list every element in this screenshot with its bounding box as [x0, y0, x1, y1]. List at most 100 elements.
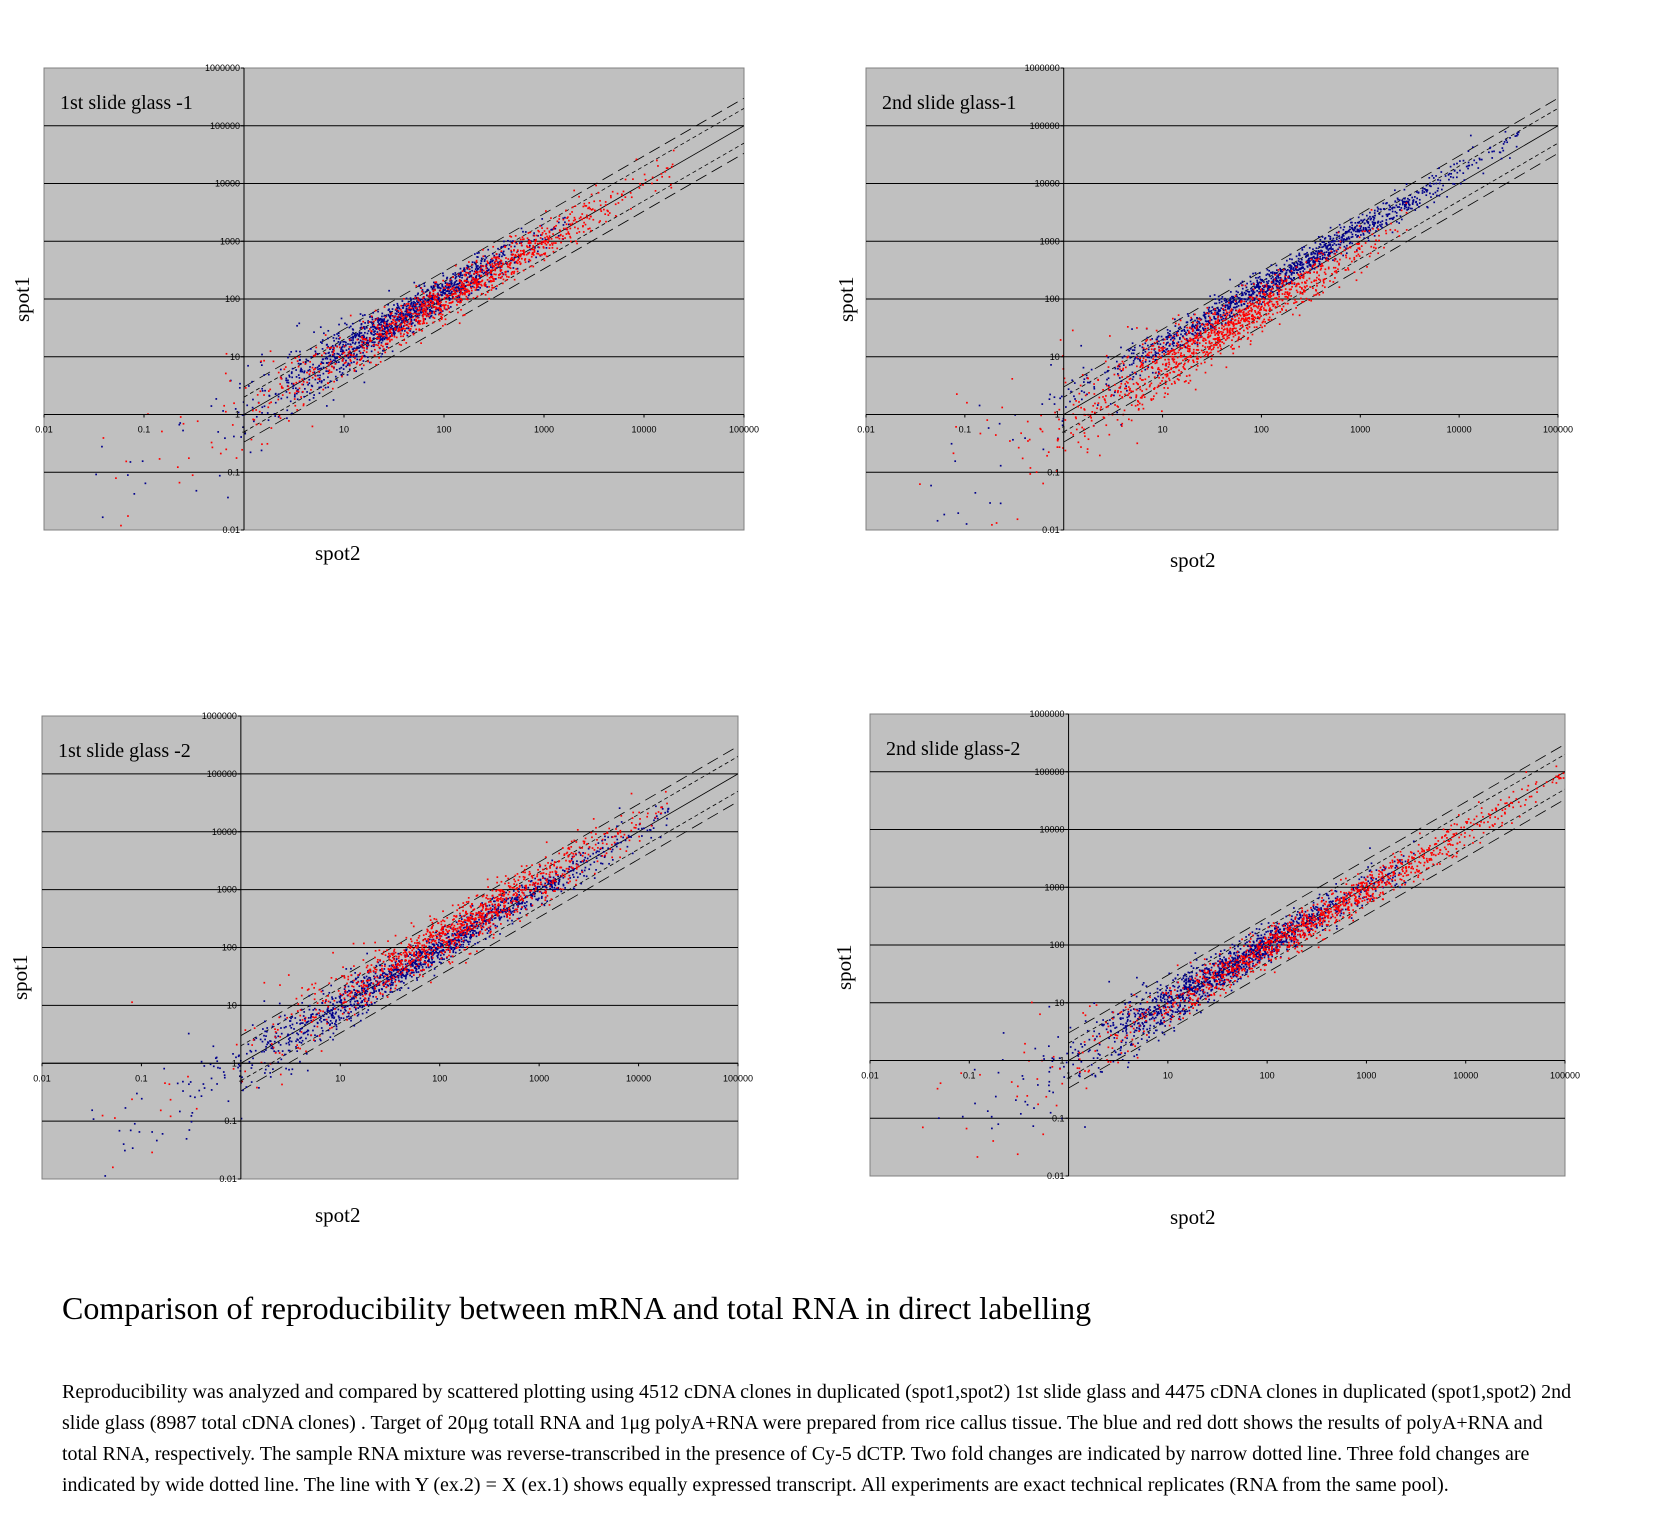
data-point-red [1177, 351, 1180, 354]
data-point-red [1224, 328, 1226, 330]
data-point-red [1284, 295, 1287, 298]
data-point-red [1267, 301, 1270, 304]
data-point-red [1400, 209, 1403, 212]
data-point-red [1264, 321, 1266, 323]
data-point-blue [327, 337, 329, 340]
data-point-red [509, 258, 512, 261]
data-point-blue [1151, 343, 1154, 345]
data-point-red [1284, 288, 1287, 290]
data-point-red [608, 212, 611, 214]
data-point-blue [372, 328, 375, 331]
data-point-red [590, 229, 592, 232]
data-point-blue [427, 303, 430, 306]
data-point-blue [445, 308, 448, 311]
data-point-red [1105, 395, 1107, 397]
data-point-blue [1276, 291, 1279, 294]
data-point-red [389, 331, 392, 333]
data-point-outlier [1080, 344, 1083, 347]
data-point-blue [394, 324, 397, 327]
data-point-blue [355, 370, 358, 373]
data-point-blue [409, 297, 412, 300]
data-point-outlier [978, 404, 981, 407]
data-point-red [426, 313, 429, 316]
data-point-blue [1272, 281, 1275, 283]
data-point-red [1163, 387, 1166, 389]
data-point-red [1288, 294, 1290, 297]
data-point-blue [1323, 241, 1325, 244]
data-point-blue [1440, 188, 1443, 191]
data-point-red [638, 187, 641, 189]
data-point-red [575, 240, 577, 243]
data-point-red [424, 303, 427, 306]
data-point-red [1249, 296, 1252, 298]
data-point-red [377, 337, 380, 340]
data-point-blue [1252, 290, 1254, 293]
data-point-red [558, 218, 561, 220]
data-point-blue [1377, 208, 1380, 210]
data-point-red [1349, 246, 1352, 249]
data-point-blue [1277, 276, 1280, 279]
data-point-blue [1404, 197, 1406, 200]
data-point-blue [342, 368, 345, 370]
data-point-blue [502, 245, 505, 248]
data-point-blue [379, 338, 382, 341]
data-point-red [549, 244, 551, 246]
data-point-red [418, 320, 421, 323]
data-point-red [469, 272, 471, 275]
data-point-red [229, 380, 231, 382]
data-point-red [1180, 352, 1182, 355]
data-point-red [1232, 335, 1235, 338]
data-point-red [449, 301, 452, 304]
data-point-red [1265, 285, 1268, 288]
data-point-red [298, 356, 300, 358]
data-point-red [1099, 408, 1102, 411]
data-point-red [574, 205, 577, 208]
data-point-red [421, 305, 424, 308]
data-point-outlier [1083, 378, 1086, 381]
data-point-red [330, 346, 333, 349]
data-point-red [525, 253, 528, 256]
data-point-red [522, 238, 525, 241]
data-point-red [1248, 305, 1251, 308]
data-point-blue [1141, 355, 1143, 357]
data-point-red [1176, 365, 1179, 368]
data-point-blue [434, 310, 437, 313]
data-point-blue [480, 260, 483, 263]
data-point-red [1124, 383, 1127, 385]
data-point-blue [552, 227, 555, 229]
data-point-blue [416, 308, 419, 311]
data-point-blue [470, 275, 472, 277]
data-point-blue [1224, 322, 1227, 325]
data-point-red [589, 215, 592, 218]
data-point-blue [378, 323, 381, 326]
data-point-red [1117, 390, 1119, 392]
data-point-red [1244, 314, 1246, 317]
data-point-blue [388, 289, 390, 292]
data-point-blue [474, 277, 477, 280]
data-point-red [445, 300, 447, 303]
data-point-blue [444, 285, 447, 288]
data-point-red [263, 394, 265, 396]
data-point-blue [277, 416, 280, 418]
data-point-red [1177, 334, 1179, 337]
data-point-blue [1335, 244, 1338, 246]
data-point-blue [1166, 328, 1169, 331]
data-point-blue [427, 299, 429, 302]
data-point-blue [1370, 217, 1373, 220]
data-point-red [1220, 331, 1222, 333]
data-point-blue [1342, 234, 1345, 237]
data-point-red [443, 307, 446, 310]
data-point-red [548, 230, 551, 233]
data-point-red [458, 280, 461, 282]
data-point-blue [1376, 210, 1379, 212]
data-point-red [400, 315, 403, 318]
data-point-red [387, 347, 390, 349]
data-point-blue [297, 362, 300, 365]
data-point-blue [448, 299, 451, 301]
data-point-blue [320, 386, 322, 389]
data-point-red [461, 299, 463, 301]
data-point-red [1300, 273, 1302, 275]
data-point-blue [370, 331, 372, 334]
data-point-blue [1199, 325, 1202, 327]
data-point-red [368, 339, 371, 341]
